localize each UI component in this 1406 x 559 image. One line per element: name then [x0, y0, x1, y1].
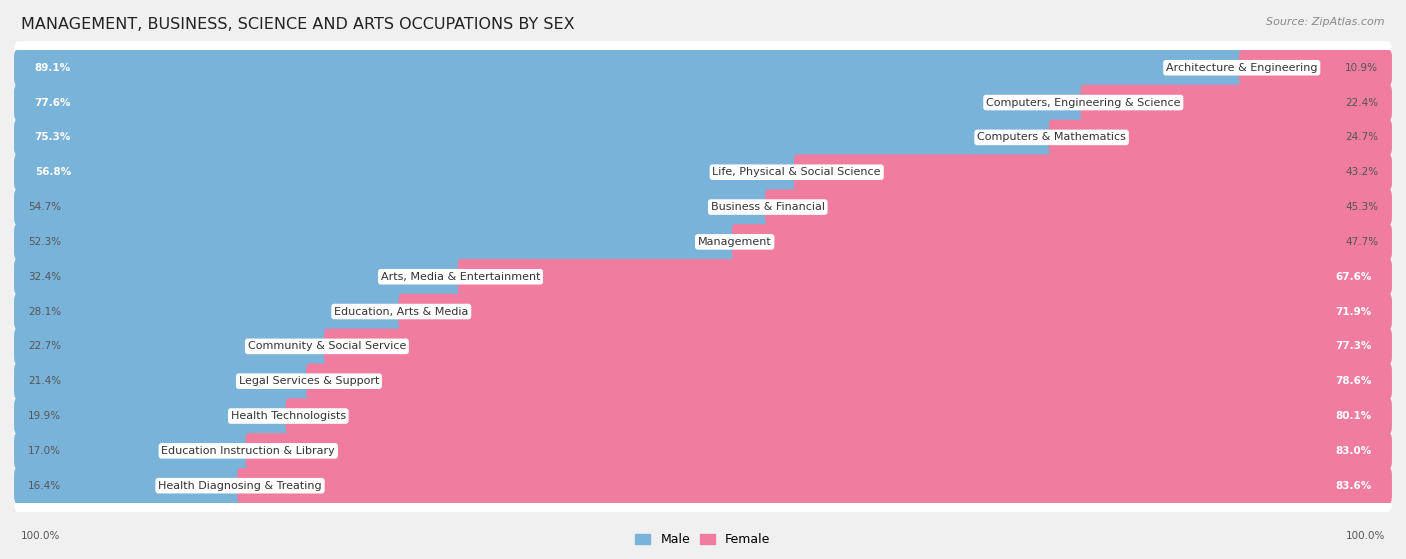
FancyBboxPatch shape: [398, 294, 1392, 329]
Text: 54.7%: 54.7%: [28, 202, 60, 212]
Text: 47.7%: 47.7%: [1346, 237, 1378, 247]
FancyBboxPatch shape: [14, 468, 243, 504]
Text: 22.7%: 22.7%: [28, 342, 60, 352]
Text: Community & Social Service: Community & Social Service: [247, 342, 406, 352]
Text: Business & Financial: Business & Financial: [711, 202, 825, 212]
FancyBboxPatch shape: [14, 285, 1392, 338]
FancyBboxPatch shape: [14, 390, 1392, 443]
FancyBboxPatch shape: [733, 224, 1392, 259]
FancyBboxPatch shape: [14, 146, 1392, 198]
Text: 77.3%: 77.3%: [1334, 342, 1371, 352]
Text: 24.7%: 24.7%: [1346, 132, 1378, 143]
Text: Architecture & Engineering: Architecture & Engineering: [1166, 63, 1317, 73]
Text: 56.8%: 56.8%: [35, 167, 70, 177]
Text: Legal Services & Support: Legal Services & Support: [239, 376, 380, 386]
FancyBboxPatch shape: [14, 355, 1392, 408]
Text: 19.9%: 19.9%: [28, 411, 60, 421]
FancyBboxPatch shape: [14, 259, 463, 295]
Text: 43.2%: 43.2%: [1346, 167, 1378, 177]
Text: Education, Arts & Media: Education, Arts & Media: [335, 306, 468, 316]
Text: 71.9%: 71.9%: [1336, 306, 1371, 316]
FancyBboxPatch shape: [246, 433, 1392, 468]
FancyBboxPatch shape: [14, 294, 404, 329]
FancyBboxPatch shape: [14, 41, 1392, 94]
FancyBboxPatch shape: [14, 424, 1392, 477]
FancyBboxPatch shape: [14, 215, 1392, 268]
Text: Arts, Media & Entertainment: Arts, Media & Entertainment: [381, 272, 540, 282]
Legend: Male, Female: Male, Female: [630, 528, 776, 551]
FancyBboxPatch shape: [14, 224, 738, 259]
FancyBboxPatch shape: [14, 111, 1392, 164]
Text: Health Technologists: Health Technologists: [231, 411, 346, 421]
FancyBboxPatch shape: [458, 259, 1392, 295]
FancyBboxPatch shape: [307, 363, 1392, 399]
Text: 67.6%: 67.6%: [1334, 272, 1371, 282]
Text: 32.4%: 32.4%: [28, 272, 60, 282]
FancyBboxPatch shape: [14, 50, 1244, 86]
Text: Health Diagnosing & Treating: Health Diagnosing & Treating: [159, 481, 322, 491]
FancyBboxPatch shape: [14, 154, 800, 190]
FancyBboxPatch shape: [14, 76, 1392, 129]
FancyBboxPatch shape: [1049, 120, 1392, 155]
FancyBboxPatch shape: [325, 329, 1392, 364]
Text: MANAGEMENT, BUSINESS, SCIENCE AND ARTS OCCUPATIONS BY SEX: MANAGEMENT, BUSINESS, SCIENCE AND ARTS O…: [21, 17, 575, 32]
FancyBboxPatch shape: [14, 363, 312, 399]
Text: 10.9%: 10.9%: [1346, 63, 1378, 73]
Text: Source: ZipAtlas.com: Source: ZipAtlas.com: [1267, 17, 1385, 27]
FancyBboxPatch shape: [14, 459, 1392, 512]
FancyBboxPatch shape: [14, 181, 1392, 234]
Text: Life, Physical & Social Science: Life, Physical & Social Science: [713, 167, 882, 177]
FancyBboxPatch shape: [794, 154, 1392, 190]
FancyBboxPatch shape: [765, 190, 1392, 225]
FancyBboxPatch shape: [14, 85, 1085, 120]
FancyBboxPatch shape: [14, 329, 329, 364]
FancyBboxPatch shape: [14, 433, 252, 468]
Text: 77.6%: 77.6%: [35, 98, 72, 107]
Text: 100.0%: 100.0%: [1346, 531, 1385, 541]
Text: 83.6%: 83.6%: [1336, 481, 1371, 491]
Text: Education Instruction & Library: Education Instruction & Library: [162, 446, 335, 456]
FancyBboxPatch shape: [285, 398, 1392, 434]
FancyBboxPatch shape: [14, 320, 1392, 373]
Text: 80.1%: 80.1%: [1336, 411, 1371, 421]
Text: 16.4%: 16.4%: [28, 481, 60, 491]
Text: 100.0%: 100.0%: [21, 531, 60, 541]
FancyBboxPatch shape: [238, 468, 1392, 504]
Text: 52.3%: 52.3%: [28, 237, 60, 247]
Text: 78.6%: 78.6%: [1334, 376, 1371, 386]
Text: Computers & Mathematics: Computers & Mathematics: [977, 132, 1126, 143]
Text: 75.3%: 75.3%: [35, 132, 72, 143]
Text: 45.3%: 45.3%: [1346, 202, 1378, 212]
Text: 22.4%: 22.4%: [1346, 98, 1378, 107]
Text: 28.1%: 28.1%: [28, 306, 60, 316]
Text: Management: Management: [697, 237, 772, 247]
Text: Computers, Engineering & Science: Computers, Engineering & Science: [986, 98, 1181, 107]
Text: 83.0%: 83.0%: [1336, 446, 1371, 456]
Text: 89.1%: 89.1%: [35, 63, 70, 73]
FancyBboxPatch shape: [14, 398, 291, 434]
FancyBboxPatch shape: [14, 120, 1054, 155]
Text: 17.0%: 17.0%: [28, 446, 60, 456]
FancyBboxPatch shape: [1081, 85, 1392, 120]
Text: 21.4%: 21.4%: [28, 376, 60, 386]
FancyBboxPatch shape: [14, 190, 770, 225]
FancyBboxPatch shape: [14, 250, 1392, 303]
FancyBboxPatch shape: [1239, 50, 1392, 86]
